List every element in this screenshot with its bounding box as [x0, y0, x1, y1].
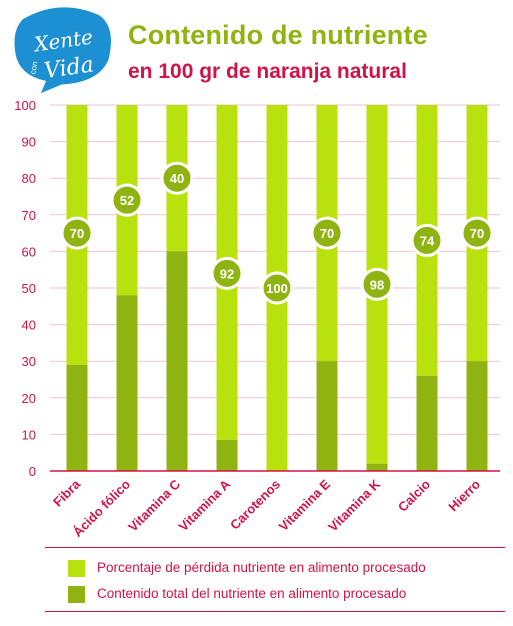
y-tick-label: 20 [22, 391, 36, 406]
bar-content [366, 463, 388, 471]
logo-text-con: con [28, 61, 39, 75]
bar-content [166, 251, 188, 471]
y-tick-label: 60 [22, 244, 36, 259]
data-label-bubble [260, 271, 294, 305]
data-label-bubble [460, 216, 494, 250]
data-label-bubble [160, 161, 194, 195]
bar-content [116, 295, 138, 471]
y-tick-label: 30 [22, 354, 36, 369]
x-tick-label: Vitamina C [125, 476, 183, 534]
x-tick-label: Fibra [50, 476, 84, 510]
legend-label-content: Contenido total del nutriente en aliment… [97, 586, 407, 601]
legend-swatch-content [68, 586, 85, 603]
bar-content [66, 364, 88, 471]
data-label-bubble [360, 267, 394, 301]
x-tick-label: Vitamina K [325, 476, 383, 534]
legend-item-loss: Porcentaje de pérdida nutriente en alime… [50, 557, 510, 583]
xente-con-vida-logo: Xente con Vida [11, 4, 114, 99]
data-label: 40 [170, 171, 184, 186]
y-tick-label: 0 [29, 464, 36, 479]
data-label: 98 [370, 277, 384, 292]
data-label-bubble [410, 223, 444, 257]
chart-title: Contenido de nutriente [128, 20, 428, 50]
bar-content [416, 375, 438, 471]
data-label: 74 [420, 233, 435, 248]
bar-content [466, 361, 488, 471]
logo-bubble-shape [11, 4, 114, 99]
chart-subtitle: en 100 gr de naranja natural [128, 60, 407, 83]
data-label: 70 [470, 226, 484, 241]
legend-item-content: Contenido total del nutriente en aliment… [50, 583, 510, 609]
legend-bottom-rule [45, 611, 505, 612]
data-label-bubble [60, 216, 94, 250]
legend-top-rule [45, 547, 505, 548]
legend: Porcentaje de pérdida nutriente en alime… [50, 557, 510, 609]
y-tick-label: 10 [22, 427, 36, 442]
x-tick-label: Hierro [445, 476, 483, 514]
x-tick-label: Calcio [395, 476, 433, 514]
data-label: 70 [70, 226, 84, 241]
y-tick-label: 40 [22, 318, 36, 333]
data-label: 70 [320, 226, 334, 241]
x-tick-label: Vitamina E [276, 476, 334, 534]
y-tick-label: 100 [14, 98, 36, 113]
y-tick-label: 90 [22, 135, 36, 150]
bar-content [316, 361, 338, 471]
y-tick-label: 80 [22, 171, 36, 186]
legend-swatch-loss [68, 560, 85, 577]
data-label: 52 [120, 193, 134, 208]
data-label-bubble [210, 256, 244, 290]
data-label-bubble [110, 183, 144, 217]
y-tick-label: 50 [22, 281, 36, 296]
data-label: 92 [220, 266, 234, 281]
x-tick-label: Carotenos [227, 477, 283, 533]
bar-content [216, 439, 238, 471]
data-label: 100 [266, 281, 288, 296]
y-tick-label: 70 [22, 208, 36, 223]
data-label-bubble [310, 216, 344, 250]
x-tick-label: Vitamina A [176, 476, 234, 534]
legend-label-loss: Porcentaje de pérdida nutriente en alime… [97, 560, 426, 575]
